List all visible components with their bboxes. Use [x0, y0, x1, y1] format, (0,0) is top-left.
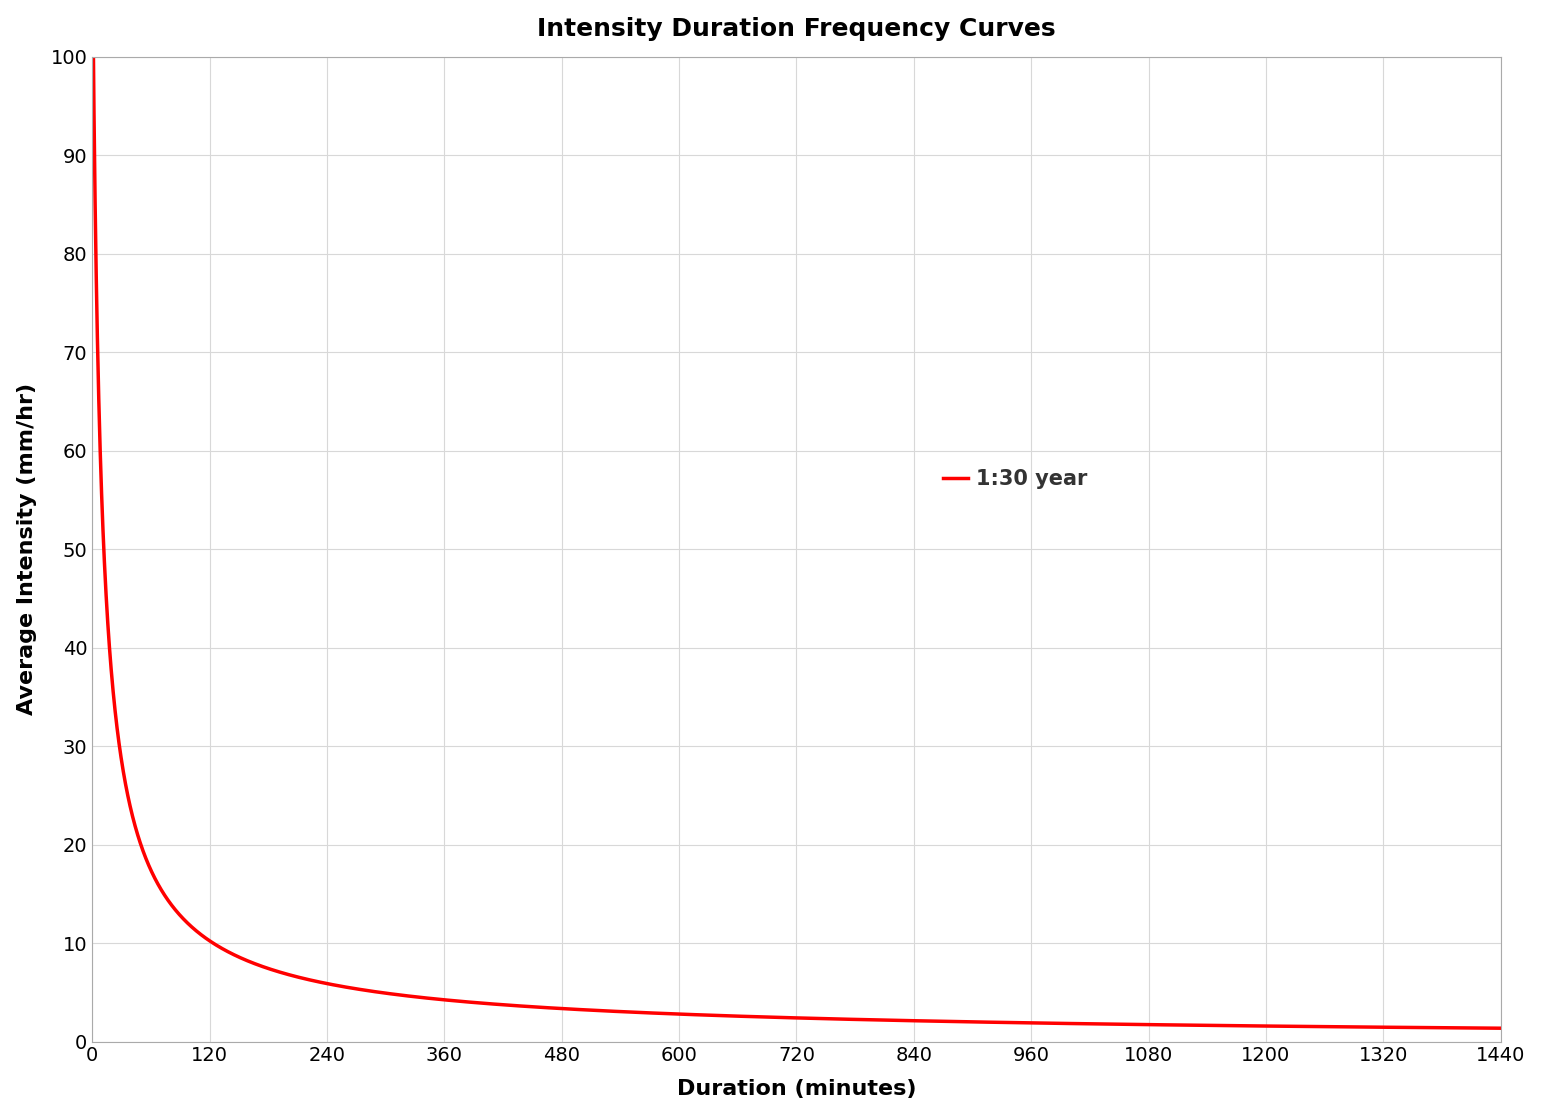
Legend: 1:30 year: 1:30 year — [934, 461, 1096, 498]
Title: Intensity Duration Frequency Curves: Intensity Duration Frequency Curves — [537, 17, 1056, 40]
Y-axis label: Average Intensity (mm/hr): Average Intensity (mm/hr) — [17, 383, 37, 715]
X-axis label: Duration (minutes): Duration (minutes) — [677, 1079, 916, 1099]
